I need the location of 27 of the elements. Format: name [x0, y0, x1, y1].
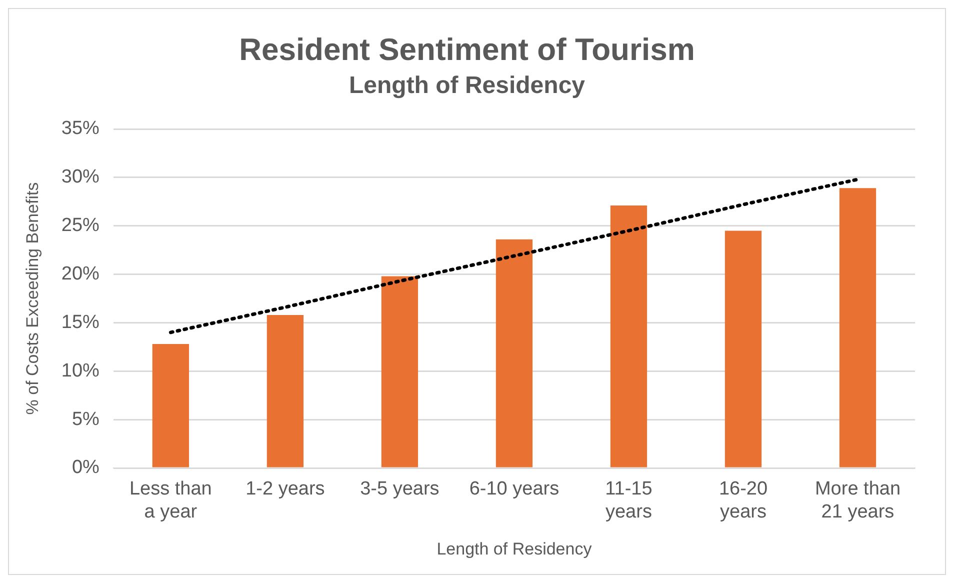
- x-tick-label: Less than a year: [129, 478, 212, 522]
- y-tick-label: 15%: [61, 312, 100, 333]
- y-tick-label: 5%: [72, 408, 100, 430]
- bar: [610, 206, 648, 468]
- bar: [724, 230, 762, 468]
- bar: [839, 188, 876, 468]
- y-tick-label: 25%: [61, 215, 100, 236]
- y-tick-label: 30%: [61, 166, 100, 188]
- x-axis-title: Length of Residency: [436, 539, 592, 558]
- x-tick-label: 3-5 years: [360, 478, 440, 500]
- x-tick-label: 11-15 years: [605, 478, 652, 522]
- y-tick-label: 10%: [61, 360, 100, 382]
- bar: [496, 239, 533, 468]
- y-tick-label: 0%: [72, 457, 100, 478]
- bar: [381, 276, 418, 468]
- x-tick-label: 6-10 years: [469, 478, 560, 500]
- y-tick-label: 20%: [61, 264, 100, 285]
- chart-title: Resident Sentiment of Tourism: [239, 32, 695, 68]
- x-tick-label: 1-2 years: [246, 478, 325, 500]
- y-tick-label: 35%: [61, 118, 100, 140]
- bar: [266, 314, 304, 468]
- chart-subtitle: Length of Residency: [348, 72, 586, 100]
- y-axis-title: % of Costs Exceeding Benefits: [22, 182, 42, 415]
- x-tick-label: 16-20 years: [718, 478, 768, 522]
- x-tick-label: More than 21 years: [814, 478, 901, 522]
- bar: [152, 344, 190, 468]
- line-series: [168, 178, 860, 334]
